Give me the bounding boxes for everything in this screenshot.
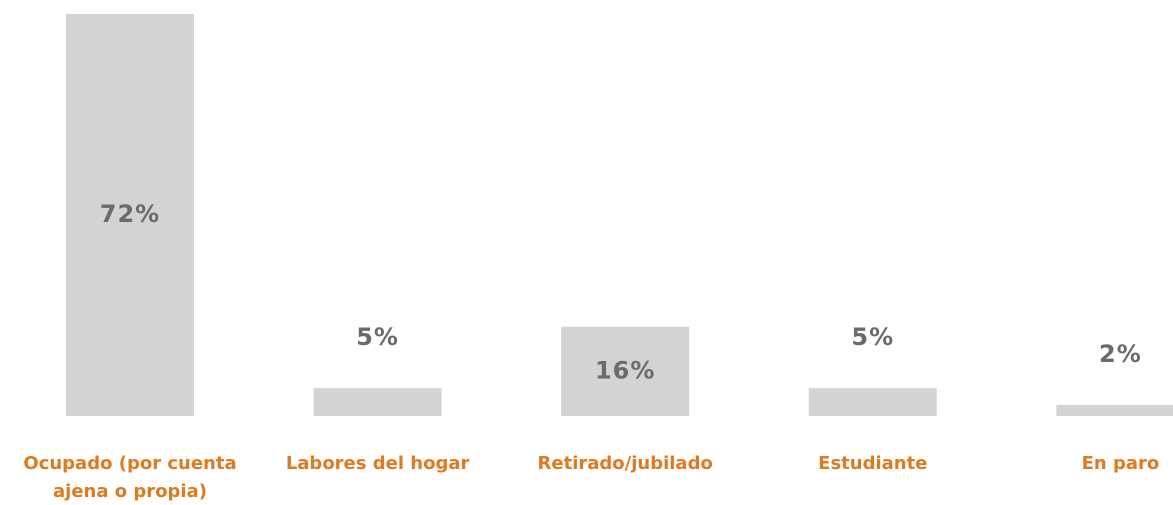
bar bbox=[808, 388, 937, 416]
bar bbox=[561, 326, 690, 416]
category-label: En paro bbox=[1081, 453, 1160, 474]
value-label: 72% bbox=[100, 200, 160, 228]
category-label: Labores del hogar bbox=[285, 453, 470, 474]
category-label: Ocupado (por cuenta ajena o propia) bbox=[23, 453, 237, 502]
bar bbox=[313, 388, 442, 416]
value-label: 16% bbox=[595, 356, 655, 384]
bar bbox=[1056, 404, 1173, 416]
value-label: 2% bbox=[1099, 340, 1142, 368]
bar bbox=[66, 14, 194, 416]
value-label: 5% bbox=[356, 323, 399, 351]
category-label: Retirado/jubilado bbox=[537, 453, 713, 474]
category-label: Estudiante bbox=[818, 453, 928, 474]
value-label: 5% bbox=[851, 323, 894, 351]
